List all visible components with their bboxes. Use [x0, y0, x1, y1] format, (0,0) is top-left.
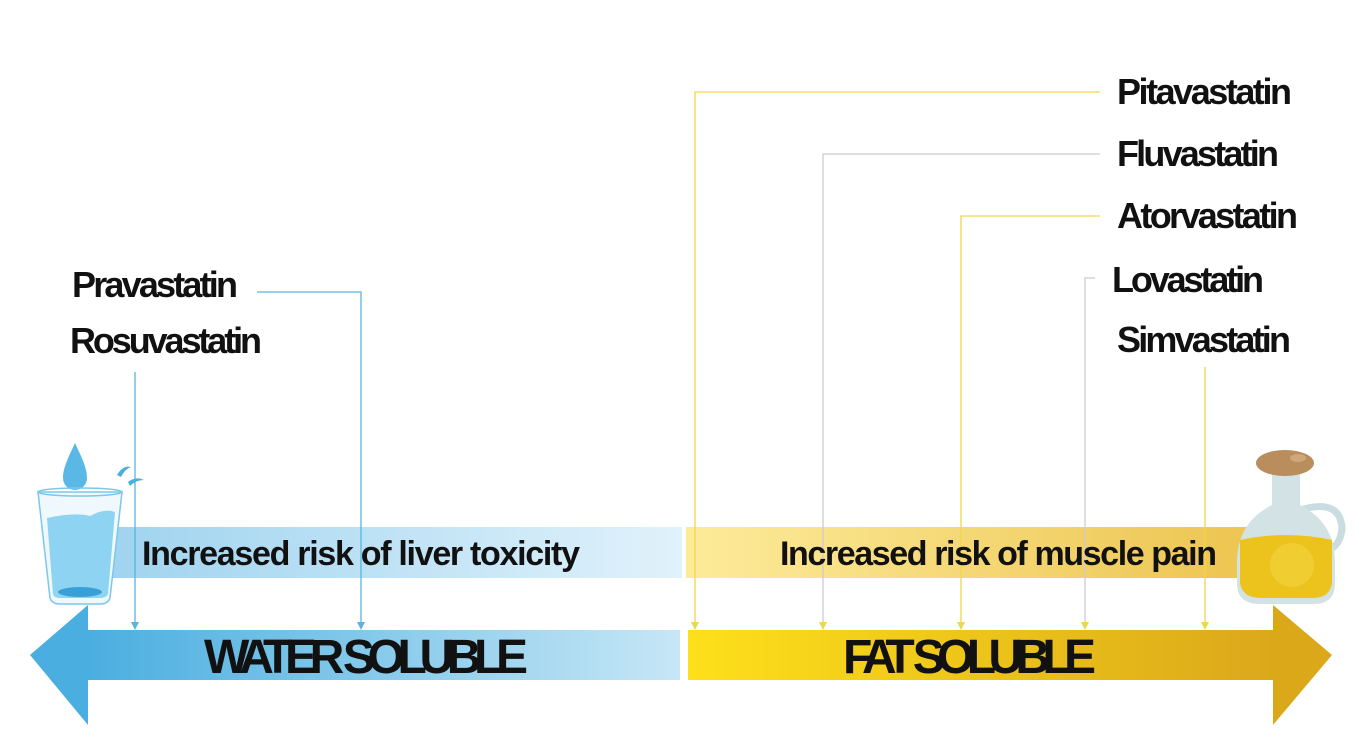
fat-risk-band	[686, 527, 1261, 578]
fat-soluble-title: FAT SOLUBLE	[843, 631, 1096, 684]
water-glass-icon	[37, 443, 144, 605]
drug-label-lovastatin: Lovastatin	[1112, 259, 1264, 300]
liver-toxicity-label: Increased risk of liver toxicity	[142, 535, 580, 573]
drug-label-atorvastatin: Atorvastatin	[1117, 195, 1298, 236]
fluvastatin-connector	[822, 153, 1100, 624]
water-soluble-title: WATER SOLUBLE	[204, 631, 528, 684]
pitavastatin-connector	[694, 91, 1100, 624]
drug-label-rosuvastatin: Rosuvastatin	[70, 320, 262, 361]
drug-label-pravastatin: Pravastatin	[72, 264, 238, 305]
muscle-pain-label: Increased risk of muscle pain	[780, 535, 1217, 573]
water-risk-band	[85, 527, 682, 578]
drug-label-fluvastatin: Fluvastatin	[1117, 133, 1279, 174]
pravastatin-connector	[257, 291, 362, 624]
water-soluble-arrow	[30, 605, 680, 725]
fat-soluble-arrow	[688, 605, 1332, 725]
drug-label-simvastatin: Simvastatin	[1117, 319, 1291, 360]
drug-label-pitavastatin: Pitavastatin	[1117, 71, 1292, 112]
oil-bottle-icon	[1237, 450, 1346, 604]
lovastatin-connector	[1084, 277, 1095, 624]
atorvastatin-connector	[960, 215, 1100, 624]
connector-arrowheads	[131, 622, 1209, 630]
